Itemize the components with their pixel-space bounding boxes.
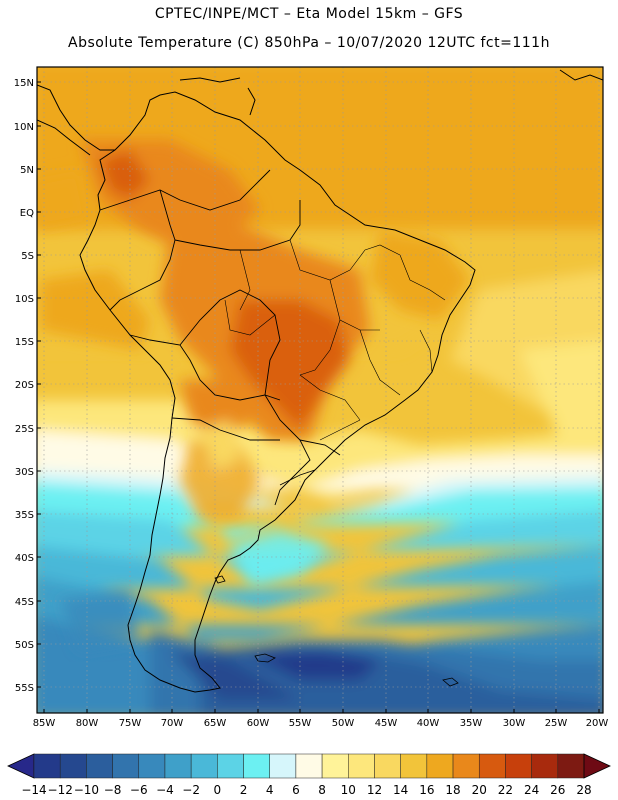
lon-label: 60W bbox=[247, 718, 270, 729]
lon-label: 45W bbox=[375, 718, 398, 729]
lon-label: 40W bbox=[417, 718, 440, 729]
state-borders bbox=[224, 239, 446, 441]
chart-title-variable: Absolute Temperature (C) 850hPa – 10/07/… bbox=[68, 35, 550, 51]
colorbar-tick-label: −14 bbox=[21, 783, 46, 797]
lat-label: 15S bbox=[15, 337, 34, 348]
colorbar-low-arrow bbox=[7, 753, 35, 779]
colorbar-cell bbox=[33, 753, 61, 779]
colorbar-cell bbox=[217, 753, 244, 779]
lon-label: 80W bbox=[76, 718, 99, 729]
colorbar-tick-label: 10 bbox=[341, 783, 356, 797]
colorbar-tick-label: 18 bbox=[445, 783, 460, 797]
lon-label: 55W bbox=[289, 718, 312, 729]
south-america-coastline bbox=[79, 91, 476, 693]
lat-label: 10S bbox=[15, 294, 34, 305]
colorbar-cell bbox=[505, 753, 532, 779]
colorbar-cell bbox=[59, 753, 87, 779]
colorbar-tick-label: −10 bbox=[74, 783, 99, 797]
colorbar-cell bbox=[478, 753, 506, 779]
colorbar-tick-label: 12 bbox=[367, 783, 382, 797]
lat-label: 25S bbox=[15, 424, 34, 435]
colorbar: −14 −12 −10 −8 −6 −4 −2 0 2 4 6 8 10 12 14 16 18 20 22 24 26… bbox=[7, 753, 611, 797]
colorbar-cell bbox=[531, 753, 559, 779]
colorbar-cell bbox=[400, 753, 428, 779]
colorbar-tick-label: −8 bbox=[104, 783, 122, 797]
lat-label: 20S bbox=[15, 380, 34, 391]
lon-label: 65W bbox=[204, 718, 227, 729]
lat-label: 10N bbox=[14, 122, 34, 133]
colorbar-cell bbox=[243, 753, 270, 779]
lon-label: 20W bbox=[586, 718, 609, 729]
colorbar-cell bbox=[269, 753, 297, 779]
colorbar-tick-label: 20 bbox=[472, 783, 487, 797]
colorbar-tick-label: 8 bbox=[318, 783, 326, 797]
colorbar-tick-label: 2 bbox=[240, 783, 248, 797]
colorbar-tick-label: 14 bbox=[393, 783, 408, 797]
central-america-coastline bbox=[37, 69, 603, 156]
islands bbox=[214, 575, 459, 687]
axis-ticks bbox=[37, 81, 600, 713]
colorbar-tick-label: −6 bbox=[130, 783, 148, 797]
lat-label: 50S bbox=[15, 640, 34, 651]
colorbar-cell bbox=[557, 753, 585, 779]
colorbar-cell bbox=[295, 753, 323, 779]
lat-label: 15N bbox=[14, 78, 34, 89]
colorbar-cell bbox=[138, 753, 166, 779]
lat-label: 30S bbox=[15, 467, 34, 478]
lat-label: 5N bbox=[20, 165, 34, 176]
country-borders bbox=[99, 169, 341, 506]
lon-label: 70W bbox=[161, 718, 184, 729]
lat-label: 40S bbox=[15, 553, 34, 564]
lat-label: 55S bbox=[15, 683, 34, 694]
map-frame bbox=[36, 66, 604, 714]
lon-label: 50W bbox=[332, 718, 355, 729]
colorbar-tick-label: −4 bbox=[156, 783, 174, 797]
colorbar-tick-label: 28 bbox=[576, 783, 591, 797]
lat-label: EQ bbox=[20, 208, 34, 219]
temperature-field bbox=[37, 67, 603, 713]
colorbar-cell bbox=[374, 753, 401, 779]
lon-label: 30W bbox=[503, 718, 526, 729]
lat-label: 5S bbox=[21, 251, 34, 262]
colorbar-cell bbox=[426, 753, 454, 779]
lon-label: 25W bbox=[545, 718, 568, 729]
colorbar-cell bbox=[112, 753, 140, 779]
lat-label: 35S bbox=[15, 510, 34, 521]
colorbar-cell bbox=[348, 753, 375, 779]
colorbar-tick-label: 26 bbox=[550, 783, 565, 797]
colorbar-cell bbox=[190, 753, 218, 779]
colorbar-tick-label: 0 bbox=[214, 783, 222, 797]
colorbar-tick-label: 24 bbox=[524, 783, 539, 797]
colorbar-cell bbox=[86, 753, 113, 779]
longitude-labels: 85W 80W 75W 70W 65W 60W 55W 50W 45W 40W … bbox=[33, 718, 609, 729]
chart-title-source: CPTEC/INPE/MCT – Eta Model 15km – GFS bbox=[154, 6, 464, 22]
colorbar-tick-label: −12 bbox=[48, 783, 73, 797]
latitude-labels: 15N 10N 5N EQ 5S 10S 15S 20S 25S 30S 35S… bbox=[14, 78, 34, 694]
colorbar-cell bbox=[321, 753, 349, 779]
colorbar-tick-label: 22 bbox=[498, 783, 513, 797]
lon-label: 75W bbox=[119, 718, 142, 729]
colorbar-tick-label: 4 bbox=[266, 783, 274, 797]
colorbar-tick-label: 6 bbox=[292, 783, 300, 797]
lon-label: 35W bbox=[460, 718, 483, 729]
colorbar-cell bbox=[452, 753, 480, 779]
colorbar-cell bbox=[164, 753, 192, 779]
colorbar-high-arrow bbox=[583, 753, 611, 779]
lon-label: 85W bbox=[33, 718, 56, 729]
lat-label: 45S bbox=[15, 597, 34, 608]
colorbar-tick-label: −2 bbox=[182, 783, 200, 797]
colorbar-tick-label: 16 bbox=[419, 783, 434, 797]
